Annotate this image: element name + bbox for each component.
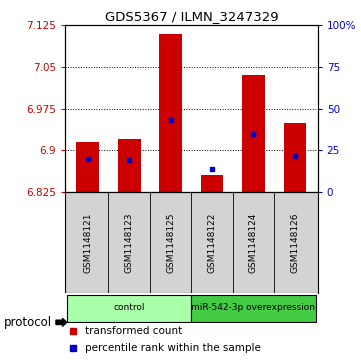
Bar [118, 139, 140, 192]
Text: GSM1148122: GSM1148122 [208, 212, 217, 273]
Text: control: control [113, 303, 145, 312]
Bar [283, 123, 306, 192]
Text: GSM1148121: GSM1148121 [83, 212, 92, 273]
Bar [77, 142, 99, 192]
Bar [201, 175, 223, 192]
Text: percentile rank within the sample: percentile rank within the sample [85, 343, 261, 352]
Text: GSM1148124: GSM1148124 [249, 212, 258, 273]
Text: transformed count: transformed count [85, 326, 182, 336]
Title: GDS5367 / ILMN_3247329: GDS5367 / ILMN_3247329 [105, 10, 278, 23]
Bar [159, 34, 182, 192]
Text: miR-542-3p overexpression: miR-542-3p overexpression [191, 303, 316, 312]
Text: GSM1148123: GSM1148123 [125, 212, 134, 273]
Bar [191, 295, 316, 322]
Bar [242, 76, 265, 192]
Text: GSM1148126: GSM1148126 [290, 212, 299, 273]
Text: protocol: protocol [4, 316, 52, 329]
Bar [67, 295, 191, 322]
Text: GSM1148125: GSM1148125 [166, 212, 175, 273]
